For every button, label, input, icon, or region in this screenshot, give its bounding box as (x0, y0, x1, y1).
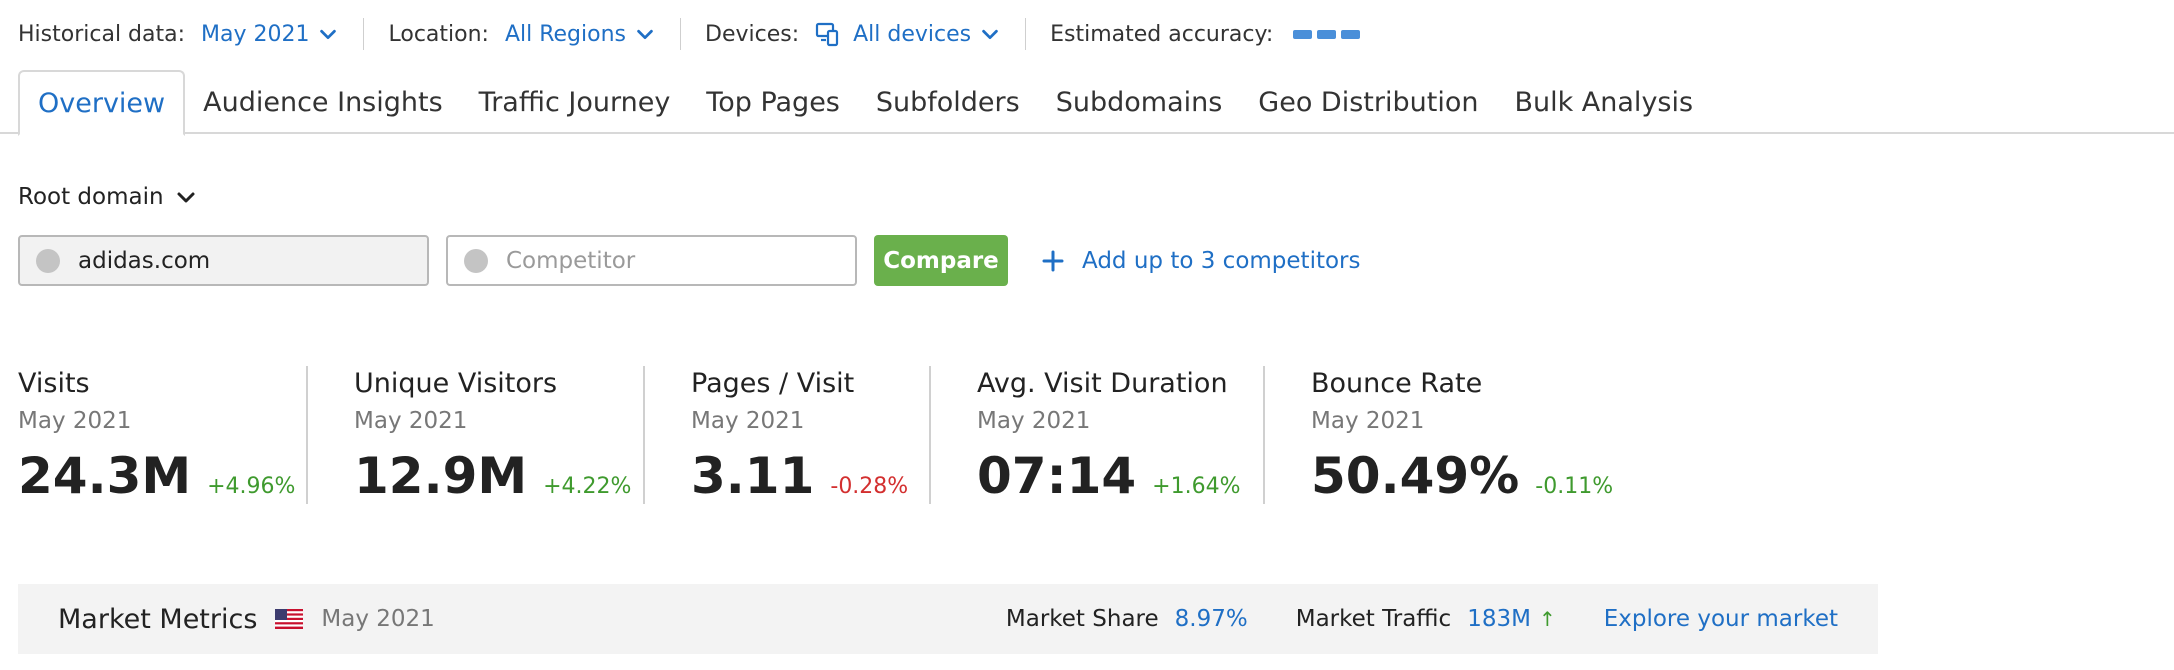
chevron-down-icon (320, 29, 337, 40)
metric-value: 12.9M (354, 447, 528, 505)
tab-bulk-analysis[interactable]: Bulk Analysis (1514, 86, 1694, 118)
metric-change: +4.22% (543, 474, 632, 499)
metric-avg-visit-duration: Avg. Visit Duration May 2021 07:14 +1.64… (931, 366, 1265, 505)
devices-dropdown[interactable]: All devices (815, 21, 1001, 47)
compare-row: adidas.com Competitor Compare Add up to … (18, 235, 1360, 286)
historical-data-label: Historical data: (18, 21, 186, 47)
metric-title: Pages / Visit (691, 368, 855, 399)
metrics-row: Visits May 2021 24.3M +4.96% Unique Visi… (18, 366, 1625, 505)
competitor-placeholder: Competitor (506, 247, 636, 274)
plus-icon (1042, 250, 1064, 271)
location-value: All Regions (504, 21, 626, 47)
domain-color-dot (36, 248, 60, 273)
metric-value: 3.11 (691, 447, 815, 505)
domain-input[interactable]: adidas.com (18, 235, 429, 286)
tab-overview[interactable]: Overview (18, 70, 186, 136)
tab-bar: Overview Audience Insights Traffic Journ… (18, 70, 1711, 136)
add-competitors-label: Add up to 3 competitors (1082, 247, 1361, 274)
location-dropdown[interactable]: All Regions (505, 22, 656, 47)
devices-label: Devices: (705, 21, 800, 47)
metric-value: 07:14 (977, 447, 1137, 505)
historical-data-filter: Historical data: May 2021 (18, 22, 339, 47)
market-metrics-bar: Market Metrics May 2021 Market Share 8.9… (18, 584, 1878, 654)
location-filter: Location: All Regions (388, 22, 656, 47)
devices-value: All devices (853, 21, 972, 47)
chevron-down-icon (637, 29, 653, 40)
devices-filter: Devices: All devices (705, 21, 1001, 47)
metric-value: 50.49% (1311, 447, 1520, 505)
accuracy-label: Estimated accuracy: (1050, 21, 1274, 47)
tabs-underline (0, 132, 2174, 134)
accuracy-bar (1317, 29, 1337, 39)
market-share-value[interactable]: 8.97% (1174, 606, 1248, 632)
compare-button[interactable]: Compare (874, 235, 1008, 286)
tab-subfolders[interactable]: Subfolders (875, 86, 1020, 118)
tab-traffic-journey[interactable]: Traffic Journey (478, 86, 671, 118)
metric-change: -0.11% (1535, 474, 1614, 499)
metric-title: Visits (18, 368, 90, 399)
root-domain-label: Root domain (18, 184, 164, 210)
accuracy-bar (1341, 29, 1361, 39)
us-flag-icon (275, 609, 304, 629)
metric-date: May 2021 (691, 408, 805, 434)
market-share-label: Market Share (1005, 606, 1159, 632)
explore-market-link[interactable]: Explore your market (1603, 606, 1838, 632)
tab-top-pages[interactable]: Top Pages (706, 86, 840, 118)
metric-unique-visitors: Unique Visitors May 2021 12.9M +4.22% (308, 366, 645, 505)
metric-pages-per-visit: Pages / Visit May 2021 3.11 -0.28% (645, 366, 931, 505)
historical-data-value: May 2021 (201, 21, 310, 47)
metric-visits: Visits May 2021 24.3M +4.96% (18, 366, 308, 505)
domain-input-value: adidas.com (78, 247, 211, 274)
metric-title: Bounce Rate (1311, 368, 1483, 399)
add-competitors-link[interactable]: Add up to 3 competitors (1042, 248, 1360, 274)
market-traffic-label: Market Traffic (1295, 606, 1452, 632)
metric-date: May 2021 (1311, 408, 1425, 434)
tab-audience-insights[interactable]: Audience Insights (203, 86, 443, 118)
filter-bar: Historical data: May 2021 Location: All … (18, 16, 1361, 52)
metric-title: Unique Visitors (354, 368, 558, 399)
divider (363, 18, 365, 50)
metric-change: +1.64% (1152, 474, 1241, 499)
competitor-color-dot (464, 248, 488, 273)
market-date: May 2021 (321, 606, 435, 632)
metric-change: +4.96% (207, 474, 296, 499)
accuracy-bars (1293, 29, 1361, 39)
competitor-input[interactable]: Competitor (446, 235, 857, 286)
metric-date: May 2021 (354, 408, 468, 434)
divider (1025, 18, 1027, 50)
tab-subdomains[interactable]: Subdomains (1055, 86, 1223, 118)
metric-title: Avg. Visit Duration (977, 368, 1228, 399)
market-traffic-value[interactable]: 183M (1467, 606, 1531, 632)
accuracy-indicator: Estimated accuracy: (1050, 21, 1361, 47)
chevron-down-icon (177, 192, 195, 203)
metric-date: May 2021 (18, 408, 132, 434)
divider (680, 18, 681, 50)
metric-bounce-rate: Bounce Rate May 2021 50.49% -0.11% (1265, 366, 1625, 505)
chevron-down-icon (982, 29, 998, 40)
accuracy-bar (1293, 29, 1313, 39)
historical-data-dropdown[interactable]: May 2021 (201, 22, 339, 47)
metric-date: May 2021 (977, 408, 1091, 434)
metric-value: 24.3M (18, 447, 192, 505)
location-label: Location: (388, 21, 489, 47)
metric-change: -0.28% (830, 474, 909, 499)
tab-geo-distribution[interactable]: Geo Distribution (1258, 86, 1479, 118)
market-stats: Market Share 8.97% Market Traffic 183M ↑… (1006, 606, 1878, 632)
root-domain-dropdown[interactable]: Root domain (18, 184, 198, 210)
market-metrics-title: Market Metrics (58, 603, 258, 635)
arrow-up-icon: ↑ (1538, 607, 1556, 631)
devices-icon (816, 22, 839, 47)
